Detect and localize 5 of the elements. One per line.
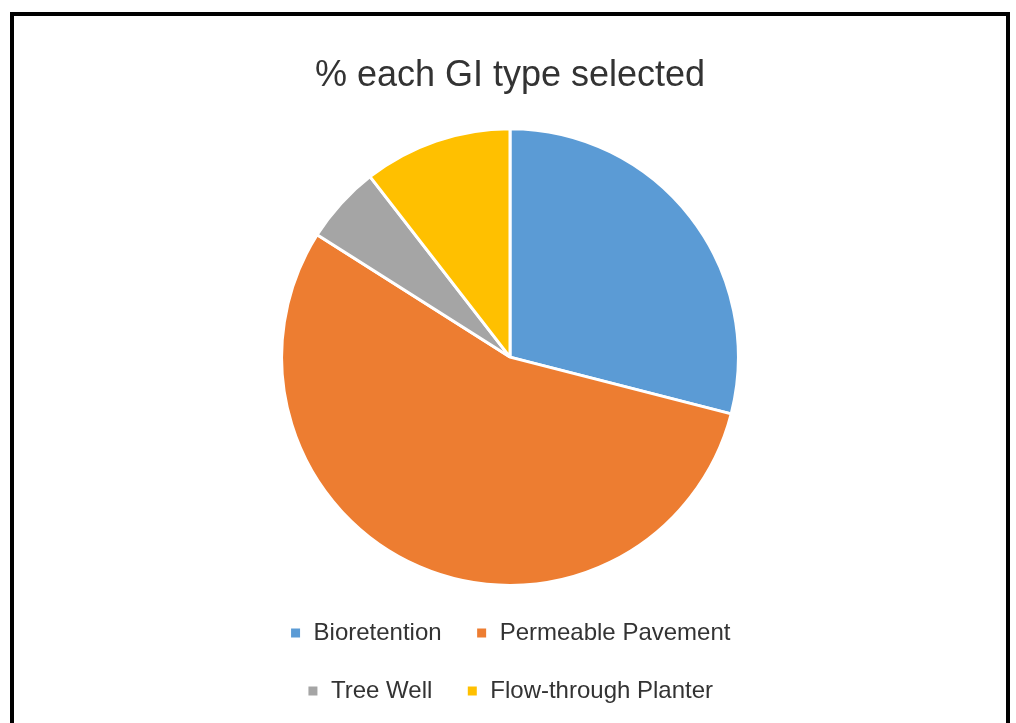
legend-label: Bioretention: [313, 617, 442, 645]
legend-label: Flow-through Planter: [490, 675, 714, 703]
legend-label: Permeable Pavement: [499, 617, 731, 645]
chart-title: % each GI type selected: [314, 52, 706, 94]
legend-label: Tree Well: [330, 675, 433, 703]
